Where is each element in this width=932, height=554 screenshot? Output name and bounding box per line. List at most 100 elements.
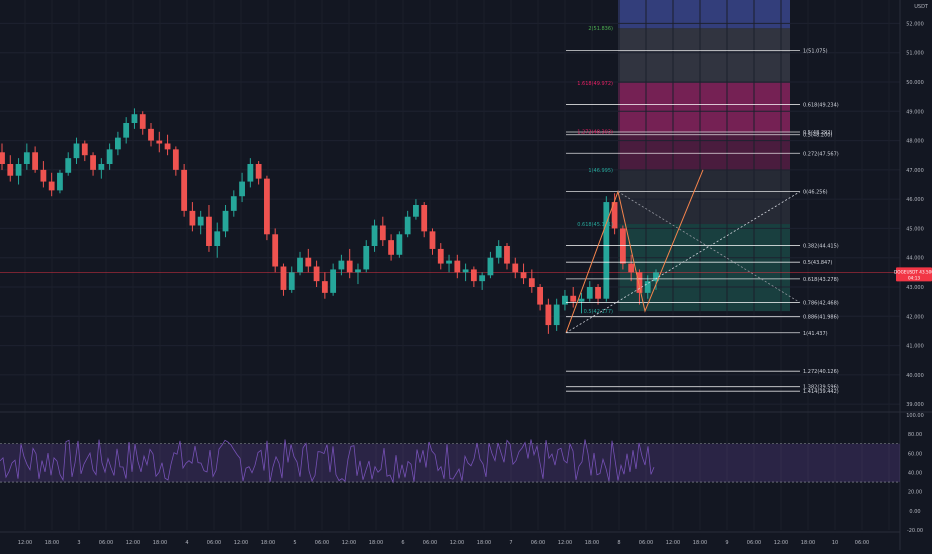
candle-body: [404, 216, 411, 235]
time-tick: 12:00: [558, 540, 572, 546]
candle-body: [363, 246, 370, 270]
zone-gray-upper: [618, 28, 790, 83]
time-tick: 12:00: [450, 540, 464, 546]
candle-body: [206, 216, 212, 246]
time-tick: 12:00: [126, 540, 140, 546]
price-tick: 52.000: [906, 21, 924, 27]
candle-body: [106, 149, 113, 164]
candle-body: [272, 234, 279, 267]
zone-teal: [618, 224, 790, 312]
candle-body: [595, 287, 601, 299]
fib-label: 1.414(39.442): [803, 389, 839, 395]
time-tick: 18:00: [153, 540, 167, 546]
rsi-tick: 100.00: [906, 413, 924, 419]
candle-body: [388, 240, 394, 255]
candle-body: [562, 295, 568, 305]
fib-label: 0.886(41.986): [803, 315, 839, 321]
candle-body: [413, 205, 419, 217]
zone-label: 2(51.836): [588, 26, 613, 32]
zone-label: 1.618(49.972): [577, 81, 613, 87]
candle-body: [653, 272, 659, 282]
rsi-line: [0, 439, 655, 484]
time-tick: 18:00: [801, 540, 815, 546]
candle-body: [321, 281, 328, 293]
candle-body: [239, 181, 245, 197]
candle-body: [421, 205, 428, 232]
candle-body: [429, 231, 436, 249]
candle-body: [437, 248, 444, 264]
candle-body: [396, 234, 403, 255]
candle-body: [619, 228, 626, 264]
price-tick: 44.000: [906, 256, 924, 262]
pattern-legs: [565, 169, 704, 333]
candle-body: [611, 202, 618, 229]
time-tick: 12:00: [342, 540, 356, 546]
zone-label: 0.618(45.151): [577, 222, 613, 228]
projection-zones: [618, 0, 790, 312]
rsi-tick: 40.00: [908, 471, 922, 477]
fib-label: 0.786(42.468): [803, 301, 839, 307]
fib-label: 1(51.075): [803, 49, 828, 55]
candle-body: [644, 281, 651, 293]
candle-body: [214, 231, 221, 246]
candle-body: [189, 210, 196, 226]
harmonic-pattern: [565, 169, 801, 334]
rsi-tick: 0.00: [909, 509, 920, 515]
time-tick: 06:00: [423, 540, 437, 546]
candle-body: [305, 257, 312, 267]
zone-pink-light: [618, 131, 790, 171]
fib-label: 0(46.256): [803, 190, 828, 196]
candle-body: [65, 158, 72, 173]
zone-gray-mid: [618, 170, 790, 225]
pattern-diagonal-2: [617, 191, 801, 303]
time-tick: 06:00: [855, 540, 869, 546]
price-tick: 41.000: [906, 344, 924, 350]
zone-pink: [618, 82, 790, 132]
candle-body: [454, 260, 461, 273]
fib-label: 1.272(40.126): [803, 369, 839, 375]
time-tick: 18:00: [45, 540, 59, 546]
time-tick: 06:00: [639, 540, 653, 546]
candle-body: [537, 287, 543, 305]
candle-body: [57, 172, 63, 191]
candle-body: [197, 216, 204, 226]
candle-body: [479, 275, 486, 282]
fib-label: 0.5(48.200): [803, 133, 832, 139]
candlestick-series: [0, 108, 659, 334]
candle-body: [48, 181, 55, 191]
price-tag-countdown: 04:13: [908, 275, 920, 280]
time-tick: 06:00: [207, 540, 221, 546]
time-tick: 12:00: [774, 540, 788, 546]
price-tick: 48.000: [906, 139, 924, 145]
candle-body: [40, 169, 47, 182]
time-tick: 06:00: [531, 540, 545, 546]
price-tick: 47.000: [906, 168, 924, 174]
candle-body: [81, 143, 88, 156]
time-tick: 5: [293, 540, 296, 546]
zone-label: 1(46.995): [588, 168, 613, 174]
candle-body: [297, 257, 303, 273]
rsi-pane: [0, 439, 900, 484]
fib-label: 0.272(47.567): [803, 151, 839, 157]
rsi-tick: 80.00: [908, 432, 922, 438]
axes: USDT 52.000 51.000 50.000 49.000 48.000 47.000…: [18, 4, 929, 546]
candle-body: [553, 304, 560, 326]
time-tick: 06:00: [747, 540, 761, 546]
price-tick: 45.000: [906, 226, 924, 232]
time-tick: 18:00: [261, 540, 275, 546]
time-tick: 18:00: [477, 540, 491, 546]
candle-body: [313, 266, 320, 282]
candle-body: [115, 137, 121, 150]
candle-body: [586, 287, 593, 299]
candle-body: [355, 269, 361, 273]
candle-body: [164, 143, 171, 150]
price-tick: 40.000: [906, 373, 924, 379]
time-tick: 4: [185, 540, 188, 546]
candle-body: [264, 178, 270, 235]
price-tick: 42.000: [906, 314, 924, 320]
candle-body: [181, 169, 188, 211]
candle-body: [528, 278, 535, 287]
